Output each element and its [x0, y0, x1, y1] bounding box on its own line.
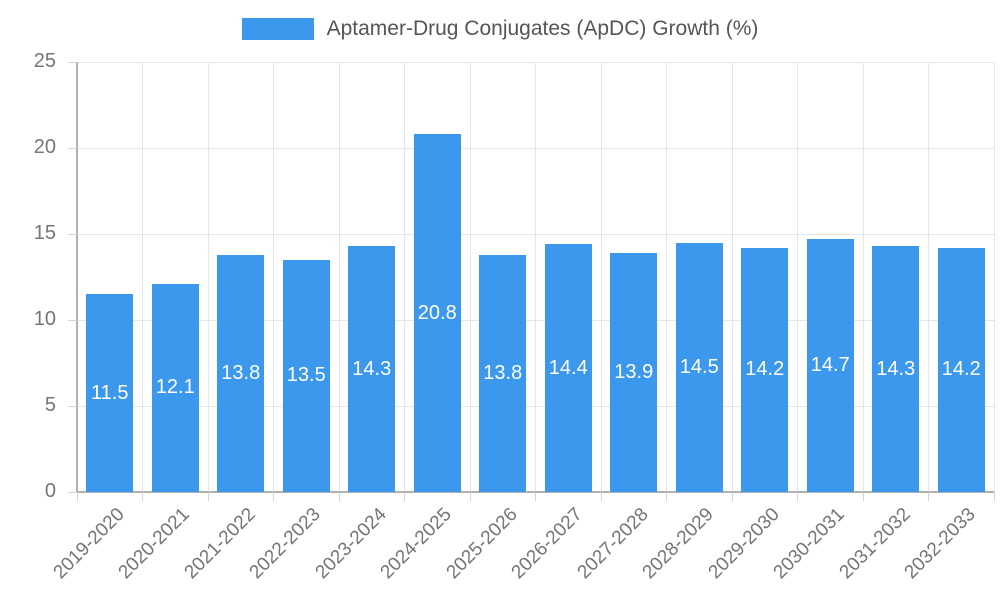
bar[interactable]: 14.3 [348, 246, 396, 492]
bar[interactable]: 12.1 [151, 283, 199, 492]
bar[interactable]: 20.8 [413, 134, 461, 492]
gridline-vertical [666, 62, 667, 492]
plot-area: 0 5 10 15 20 25 2019-2020 2020-2021 2021-2022 202… [34, 50, 995, 583]
x-tick-mark [142, 492, 143, 501]
gridline-vertical [142, 62, 143, 492]
gridline-vertical [404, 62, 405, 492]
legend-item[interactable]: Aptamer-Drug Conjugates (ApDC) Growth (%… [0, 17, 1000, 41]
bar-value-label: 20.8 [417, 301, 457, 324]
x-tick-mark [928, 492, 929, 501]
bar-value-label: 13.9 [614, 360, 654, 383]
y-tick-mark [68, 147, 77, 149]
x-tick-mark [207, 492, 209, 501]
x-tick-label: 2028-2029 [638, 504, 719, 584]
gridline-vertical [469, 62, 471, 492]
gridline-vertical [535, 62, 536, 492]
bar[interactable]: 14.7 [806, 239, 854, 492]
bar[interactable]: 14.5 [675, 242, 723, 492]
x-tick-mark [76, 492, 78, 501]
gridline-vertical [731, 62, 733, 492]
x-tick-mark [666, 492, 667, 501]
bar[interactable]: 13.5 [282, 259, 330, 492]
x-tick-mark [797, 492, 798, 501]
x-tick-mark [469, 492, 471, 501]
y-tick-mark [68, 319, 77, 321]
gridline-vertical [862, 62, 864, 492]
x-tick-mark [404, 492, 405, 501]
bar-value-label: 14.3 [352, 357, 392, 380]
legend-label: Aptamer-Drug Conjugates (ApDC) Growth (%… [326, 17, 759, 40]
bar-value-label: 14.2 [745, 358, 785, 381]
gridline-vertical [273, 62, 274, 492]
y-tick-mark [68, 491, 77, 493]
x-tick-mark [862, 492, 864, 501]
bar-value-label: 14.3 [876, 357, 916, 380]
x-tick-label: 2022-2023 [245, 504, 326, 584]
bar[interactable]: 14.3 [872, 246, 920, 492]
bar[interactable]: 14.4 [544, 244, 592, 492]
x-tick-label: 2032-2033 [900, 504, 981, 584]
bar-value-label: 12.1 [155, 376, 195, 399]
x-tick-mark [338, 492, 340, 501]
y-tick-label: 25 [33, 50, 56, 72]
bar-value-label: 11.5 [91, 381, 129, 404]
bar[interactable]: 14.2 [741, 247, 789, 492]
gridline-vertical [928, 62, 929, 492]
bar-value-label: 13.8 [221, 361, 261, 384]
y-tick-mark [68, 233, 77, 235]
bar[interactable]: 13.9 [610, 252, 658, 492]
bar[interactable]: 13.8 [217, 254, 265, 492]
x-tick-label: 2020-2021 [114, 504, 195, 584]
y-axis-line [76, 62, 78, 492]
gridline-vertical [207, 62, 209, 492]
gridline-vertical [600, 62, 602, 492]
x-tick-label: 2026-2027 [507, 504, 588, 584]
bar-value-label: 13.5 [286, 364, 326, 387]
gridline-vertical [797, 62, 798, 492]
x-tick-mark [731, 492, 733, 501]
y-tick-label: 0 [44, 480, 56, 502]
x-tick-mark [535, 492, 536, 501]
bar-value-label: 14.7 [810, 354, 850, 377]
y-tick-label: 10 [33, 308, 56, 330]
bar[interactable]: 11.5 [86, 294, 134, 492]
x-tick-mark [273, 492, 274, 501]
bar-value-label: 14.2 [941, 358, 981, 381]
bar-value-label: 14.4 [548, 356, 588, 379]
bar[interactable]: 14.2 [937, 247, 985, 492]
y-tick-mark [68, 61, 77, 63]
y-tick-label: 20 [33, 136, 56, 158]
gridline-vertical [338, 62, 340, 492]
gridline-vertical [993, 62, 995, 492]
y-tick-label: 15 [33, 222, 56, 244]
bar-value-label: 14.5 [679, 355, 719, 378]
legend-swatch [241, 18, 314, 40]
x-tick-mark [993, 492, 995, 501]
bar[interactable]: 13.8 [479, 254, 527, 492]
x-tick-label: 2030-2031 [769, 504, 850, 584]
y-tick-label: 5 [44, 394, 56, 416]
bar-value-label: 13.8 [483, 361, 523, 384]
y-tick-mark [68, 405, 77, 407]
x-tick-mark [600, 492, 602, 501]
